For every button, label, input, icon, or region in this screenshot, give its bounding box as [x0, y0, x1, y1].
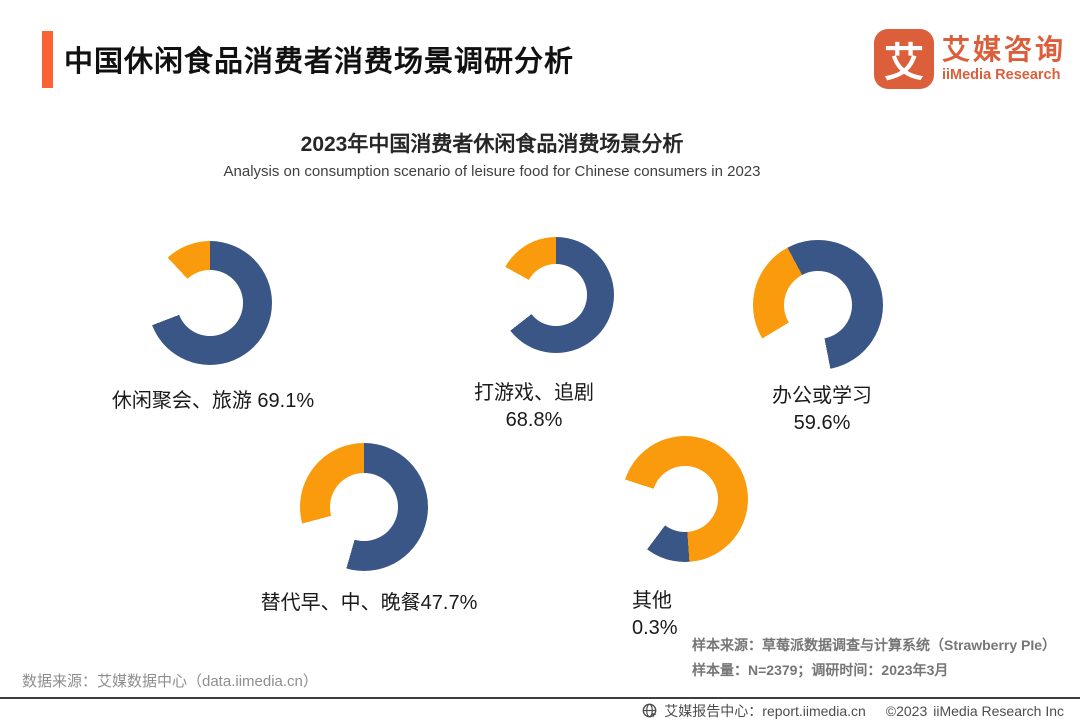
footer-copyright: ©2023: [885, 703, 928, 719]
donut-other: [622, 436, 748, 562]
donut-hole: [330, 473, 398, 541]
donut-leisure-gathering-travel: [148, 241, 272, 365]
label-other: 其他 0.3%: [632, 588, 678, 642]
donut-gaming-drama: [498, 237, 614, 353]
logo-glyph: 艾: [883, 41, 924, 85]
donut-work-study: [753, 240, 883, 370]
brand-logo: 艾 艾媒咨询 iiMedia Research: [873, 29, 1066, 89]
label-line: 休闲聚会、旅游 69.1%: [111, 390, 315, 412]
label-value: 0.3%: [632, 617, 678, 639]
chart-subtitle: Analysis on consumption scenario of leis…: [223, 163, 761, 180]
data-source-note: 数据来源：艾媒数据中心（data.iimedia.cn）: [22, 673, 318, 690]
logo-text: 艾媒咨询 iiMedia Research: [942, 34, 1066, 84]
label-gaming-drama: 打游戏、追剧 68.8%: [414, 380, 654, 434]
page-title: 中国休闲食品消费者消费场景调研分析: [64, 46, 575, 78]
footer-divider: [0, 697, 1080, 699]
title-accent-bar: [42, 31, 53, 88]
label-work-study: 办公或学习 59.6%: [702, 383, 942, 437]
globe-cursor-icon: [642, 703, 657, 718]
label-line: 替代早、中、晚餐47.7%: [260, 592, 478, 614]
label-line: 打游戏、追剧: [474, 382, 594, 404]
donut-hole: [177, 270, 243, 336]
label-line: 办公或学习: [772, 385, 872, 407]
label-line: 其他: [632, 590, 672, 612]
footer-company: iiMedia Research Inc: [933, 703, 1064, 719]
sample-source-note: 样本来源：草莓派数据调查与计算系统（Strawberry PIe）: [692, 637, 1057, 653]
label-meal-replacement: 替代早、中、晚餐47.7%: [189, 590, 549, 617]
donut-hole: [525, 264, 587, 326]
sample-notes: 样本来源：草莓派数据调查与计算系统（Strawberry PIe） 样本量：N=…: [692, 633, 1056, 683]
logo-name-cn: 艾媒咨询: [941, 34, 1066, 65]
label-value: 59.6%: [793, 412, 851, 434]
chart-title: 2023年中国消费者休闲食品消费场景分析: [300, 133, 684, 156]
label-leisure-gathering-travel: 休闲聚会、旅游 69.1%: [33, 388, 393, 415]
donut-hole: [783, 270, 853, 340]
iimedia-logo-icon: 艾: [873, 29, 934, 89]
label-value: 68.8%: [505, 409, 563, 431]
footer-report-center: 艾媒报告中心：report.iimedia.cn: [664, 703, 866, 719]
donut-meal-replacement: [300, 443, 428, 571]
logo-name-en: iiMedia Research: [941, 67, 1061, 83]
footer: 艾媒报告中心：report.iimedia.cn ©2023 iiMedia R…: [642, 701, 1064, 720]
sample-size-note: 样本量：N=2379；调研时间：2023年3月: [692, 662, 949, 678]
donut-hole: [651, 465, 719, 533]
